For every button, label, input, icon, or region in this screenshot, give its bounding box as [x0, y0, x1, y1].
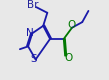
Text: N: N	[26, 28, 34, 38]
Text: Br: Br	[27, 0, 39, 10]
Text: S: S	[31, 54, 37, 64]
Text: O: O	[64, 53, 72, 63]
Text: O: O	[68, 20, 76, 30]
